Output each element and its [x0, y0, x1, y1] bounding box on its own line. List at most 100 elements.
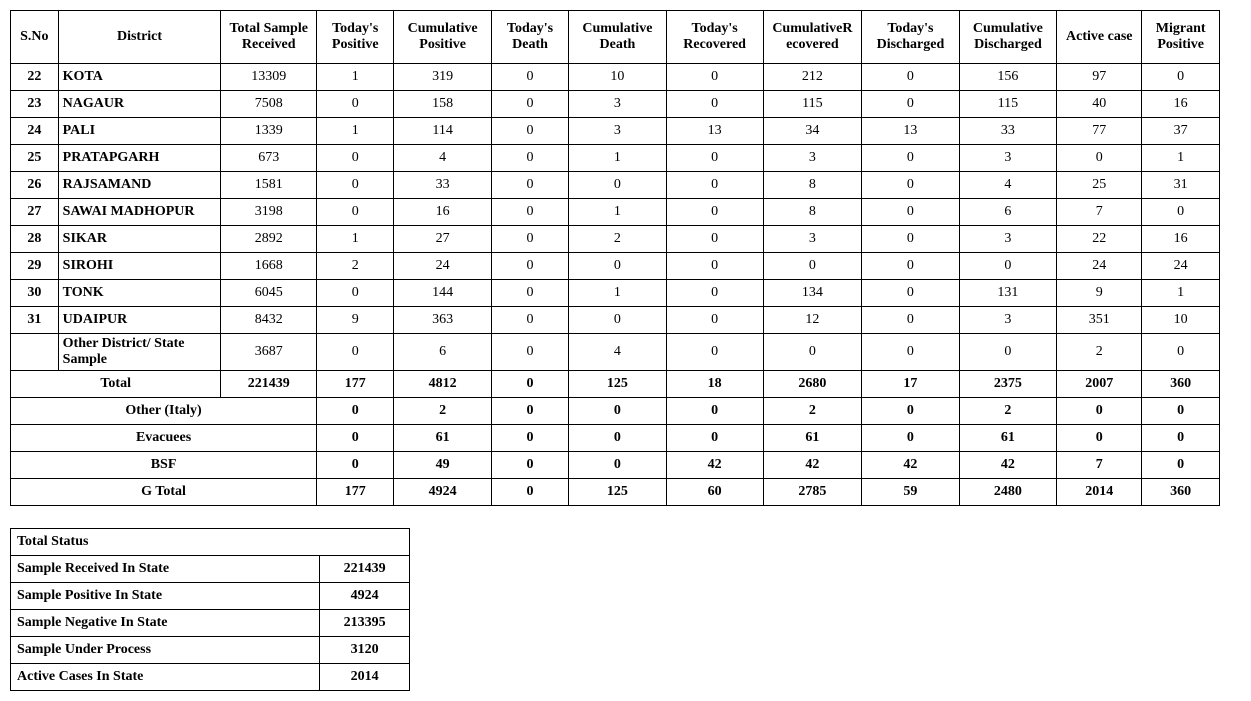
cell-value: 0 — [317, 199, 394, 226]
cell-value: 0 — [862, 280, 959, 307]
cell-value: 16 — [394, 199, 492, 226]
cell-value: 212 — [763, 64, 862, 91]
cell-value: 0 — [317, 91, 394, 118]
cell-value: 1 — [1142, 280, 1220, 307]
cell-value: 3198 — [221, 199, 317, 226]
cell-value: 1 — [569, 280, 667, 307]
cell-value: 40 — [1057, 91, 1142, 118]
cell-value: 0 — [862, 64, 959, 91]
status-label: Sample Negative In State — [11, 610, 320, 637]
status-label: Sample Received In State — [11, 556, 320, 583]
status-row: Sample Received In State221439 — [11, 556, 410, 583]
cell-value: 1581 — [221, 172, 317, 199]
cell-value: 34 — [763, 118, 862, 145]
cell-value: 0 — [569, 253, 667, 280]
cell-value: 0 — [666, 91, 763, 118]
cell-sno: 28 — [11, 226, 59, 253]
cell-value: 1339 — [221, 118, 317, 145]
cell-label: Other District/ State Sample — [58, 334, 221, 371]
cell-value: 0 — [491, 145, 568, 172]
cell-sno: 27 — [11, 199, 59, 226]
cell-sno: 30 — [11, 280, 59, 307]
cell-value: 0 — [666, 280, 763, 307]
cell-value: 42 — [666, 452, 763, 479]
cell-value: 134 — [763, 280, 862, 307]
cell-value: 0 — [491, 91, 568, 118]
cell-value: 0 — [491, 452, 568, 479]
col-cumulative-positive: Cumulative Positive — [394, 11, 492, 64]
cell-value: 0 — [491, 172, 568, 199]
status-label: Sample Positive In State — [11, 583, 320, 610]
cell-value: 0 — [1057, 145, 1142, 172]
cell-value: 1668 — [221, 253, 317, 280]
cell-value: 2892 — [221, 226, 317, 253]
cell-district: NAGAUR — [58, 91, 221, 118]
cell-value: 33 — [394, 172, 492, 199]
cell-district: UDAIPUR — [58, 307, 221, 334]
status-row: Active Cases In State2014 — [11, 664, 410, 691]
cell-value: 0 — [317, 452, 394, 479]
cell-value: 2014 — [1057, 479, 1142, 506]
cell-label: Evacuees — [11, 425, 317, 452]
cell-value: 3687 — [221, 334, 317, 371]
cell-value: 125 — [569, 479, 667, 506]
cell-value: 2 — [317, 253, 394, 280]
cell-value: 1 — [317, 118, 394, 145]
cell-value: 6 — [959, 199, 1057, 226]
status-value: 4924 — [320, 583, 410, 610]
cell-value: 0 — [666, 145, 763, 172]
cell-value: 24 — [1057, 253, 1142, 280]
col-migrant-positive: Migrant Positive — [1142, 11, 1220, 64]
cell-value: 158 — [394, 91, 492, 118]
cell-value: 0 — [862, 425, 959, 452]
cell-value: 0 — [862, 226, 959, 253]
summary-row: Other (Italy)0200020200 — [11, 398, 1220, 425]
cell-value: 2007 — [1057, 371, 1142, 398]
cell-value: 0 — [569, 307, 667, 334]
cell-sno: 24 — [11, 118, 59, 145]
cell-district: SIROHI — [58, 253, 221, 280]
cell-value: 3 — [959, 307, 1057, 334]
cell-value: 6 — [394, 334, 492, 371]
cell-value: 0 — [491, 280, 568, 307]
cell-value: 0 — [862, 398, 959, 425]
status-label: Active Cases In State — [11, 664, 320, 691]
cell-value: 360 — [1142, 479, 1220, 506]
cell-value: 0 — [666, 334, 763, 371]
col-todays-death: Today's Death — [491, 11, 568, 64]
cell-value: 0 — [1142, 425, 1220, 452]
cell-value: 0 — [862, 145, 959, 172]
cell-value: 0 — [569, 398, 667, 425]
cell-value: 0 — [1057, 425, 1142, 452]
cell-value: 3 — [763, 226, 862, 253]
cell-value: 0 — [317, 172, 394, 199]
cell-district: PALI — [58, 118, 221, 145]
cell-value: 17 — [862, 371, 959, 398]
cell-value: 0 — [491, 371, 568, 398]
cell-value: 9 — [1057, 280, 1142, 307]
cell-value: 0 — [666, 253, 763, 280]
cell-value: 0 — [1142, 199, 1220, 226]
cell-value: 25 — [1057, 172, 1142, 199]
cell-value: 42 — [959, 452, 1057, 479]
cell-value: 114 — [394, 118, 492, 145]
cell-value: 10 — [1142, 307, 1220, 334]
cell-value: 0 — [1142, 398, 1220, 425]
status-row: Sample Negative In State213395 — [11, 610, 410, 637]
cell-value: 4812 — [394, 371, 492, 398]
cell-value: 31 — [1142, 172, 1220, 199]
cell-value: 61 — [763, 425, 862, 452]
cell-district: RAJSAMAND — [58, 172, 221, 199]
table-row: 22KOTA13309131901002120156970 — [11, 64, 1220, 91]
cell-value: 4 — [394, 145, 492, 172]
cell-value: 3 — [959, 145, 1057, 172]
cell-value: 0 — [317, 425, 394, 452]
summary-row: Evacuees0610006106100 — [11, 425, 1220, 452]
cell-value: 115 — [959, 91, 1057, 118]
cell-value: 13 — [862, 118, 959, 145]
cell-value: 3 — [569, 91, 667, 118]
cell-value: 673 — [221, 145, 317, 172]
cell-value: 2 — [763, 398, 862, 425]
cell-value: 7508 — [221, 91, 317, 118]
cell-value: 4924 — [394, 479, 492, 506]
